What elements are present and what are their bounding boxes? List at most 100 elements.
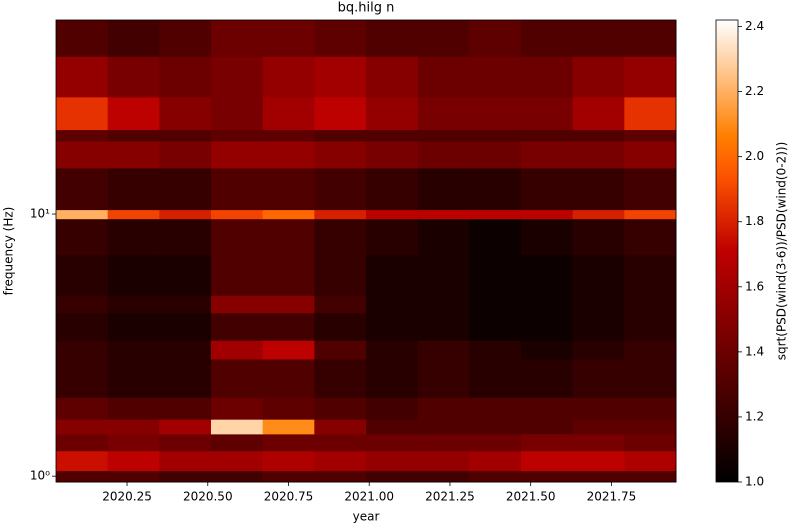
heatmap-cell <box>314 470 367 483</box>
heatmap-cell <box>211 433 264 452</box>
heatmap-cell <box>366 56 419 98</box>
heatmap-cell <box>107 433 160 452</box>
heatmap-cell <box>521 312 574 341</box>
heatmap-cell <box>314 433 367 452</box>
heatmap-cell <box>469 129 522 142</box>
heatmap-cell <box>211 470 264 483</box>
heatmap-cell <box>314 209 367 220</box>
colorbar-fill <box>716 20 738 482</box>
heatmap-cell <box>521 450 574 472</box>
heatmap-cell <box>159 295 212 314</box>
heatmap-cell <box>262 419 315 435</box>
heatmap-cell <box>314 218 367 256</box>
heatmap-cell <box>572 358 625 398</box>
heatmap-cell <box>314 340 367 360</box>
heatmap-cell <box>159 358 212 398</box>
heatmap-cell <box>469 96 522 131</box>
heatmap-cell <box>159 312 212 341</box>
heatmap-cell <box>56 358 109 398</box>
heatmap-cell <box>159 254 212 296</box>
heatmap-cell <box>572 295 625 314</box>
heatmap-cell <box>624 56 677 98</box>
heatmap-cell <box>572 20 625 57</box>
heatmap-cell <box>159 397 212 420</box>
heatmap-cell <box>417 218 470 256</box>
heatmap-cell <box>159 167 212 211</box>
heatmap-cell <box>56 218 109 256</box>
heatmap-cell <box>521 358 574 398</box>
heatmap-cell <box>56 450 109 472</box>
colorbar-tick-label: 1.2 <box>745 409 764 423</box>
y-axis-label: frequency (Hz) <box>2 207 16 296</box>
heatmap-cell <box>624 167 677 211</box>
heatmap-cell <box>624 419 677 435</box>
heatmap-cell <box>417 450 470 472</box>
heatmap-cell <box>56 433 109 452</box>
heatmap-cell <box>56 470 109 483</box>
heatmap-cell <box>56 312 109 341</box>
heatmap-cell <box>211 450 264 472</box>
heatmap-cell <box>521 96 574 131</box>
heatmap-cell <box>417 254 470 296</box>
heatmap-cell <box>107 218 160 256</box>
heatmap-cell <box>211 140 264 169</box>
heatmap-cell <box>572 218 625 256</box>
heatmap-cell <box>521 56 574 98</box>
heatmap-cell <box>469 20 522 57</box>
heatmap-cell <box>572 129 625 142</box>
heatmap-cell <box>262 56 315 98</box>
heatmap-cell <box>366 209 419 220</box>
heatmap-cell <box>521 419 574 435</box>
heatmap-cell <box>107 312 160 341</box>
heatmap-cell <box>366 20 419 57</box>
heatmap-cell <box>366 397 419 420</box>
heatmap-cell <box>314 96 367 131</box>
colorbar-label: sqrt(PSD(wind(3-6))/PSD(wind(0-2))) <box>775 142 789 361</box>
heatmap-cell <box>314 129 367 142</box>
heatmap-cell <box>366 167 419 211</box>
heatmap-cell <box>366 358 419 398</box>
heatmap-cell <box>56 56 109 98</box>
colorbar-tick-label: 2.0 <box>745 149 764 163</box>
heatmap-cell <box>572 167 625 211</box>
heatmap-cell <box>366 254 419 296</box>
heatmap-cell <box>624 295 677 314</box>
heatmap-cell <box>159 56 212 98</box>
heatmap-cell <box>262 167 315 211</box>
heatmap-cell <box>521 218 574 256</box>
heatmap-cell <box>262 312 315 341</box>
heatmap-cell <box>211 96 264 131</box>
heatmap-cell <box>469 56 522 98</box>
heatmap-cell <box>624 340 677 360</box>
heatmap-cell <box>159 96 212 131</box>
heatmap-cell <box>107 96 160 131</box>
heatmap-cell <box>314 358 367 398</box>
colorbar-frame <box>715 19 739 483</box>
colorbar <box>716 20 738 482</box>
heatmap-cell <box>624 96 677 131</box>
heatmap-cell <box>469 167 522 211</box>
heatmap-cell <box>417 397 470 420</box>
heatmap-cell <box>262 20 315 57</box>
heatmap-cell <box>521 20 574 57</box>
axes-frame <box>55 19 677 483</box>
heatmap-cell <box>572 140 625 169</box>
heatmap-cell <box>572 470 625 483</box>
heatmap-cell <box>107 295 160 314</box>
x-tick-label: 2020.75 <box>264 490 314 504</box>
heatmap-cell <box>469 358 522 398</box>
heatmap-cell <box>56 254 109 296</box>
heatmap-cell <box>624 254 677 296</box>
heatmap-cell <box>366 470 419 483</box>
colorbar-tick-label: 1.0 <box>745 475 764 489</box>
heatmap-cell <box>417 433 470 452</box>
heatmap-cell <box>56 96 109 131</box>
heatmap-cell <box>417 312 470 341</box>
heatmap-cell <box>314 140 367 169</box>
heatmap-cell <box>314 450 367 472</box>
heatmap-cell <box>211 56 264 98</box>
heatmap-cell <box>366 450 419 472</box>
heatmap-cell <box>521 167 574 211</box>
heatmap-cell <box>469 470 522 483</box>
heatmap-cell <box>469 254 522 296</box>
